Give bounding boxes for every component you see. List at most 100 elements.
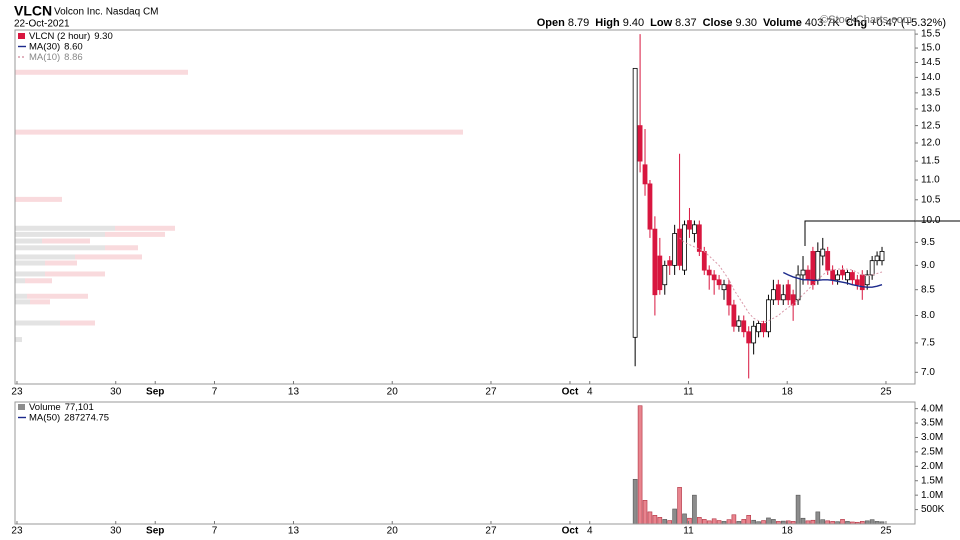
y-tick-label: 15.5 [921,29,941,40]
legend-entry: MA(10) 8.86 [29,52,83,63]
candle-body [820,248,826,257]
volume-bar [652,515,658,525]
y-tick-label: 8.5 [921,284,935,295]
volume-bar [746,515,752,525]
legend-swatch [18,33,25,39]
quote-value: +0.47 (+5.32%) [870,17,946,29]
x-tick-label: 25 [880,387,892,398]
watermark: ©StockCharts.com [820,14,912,26]
date: 22-Oct-2021 [14,19,70,30]
volume-bar [657,517,663,525]
volume-by-price-up [15,320,60,326]
candle-body [770,289,776,301]
candle-body [805,269,811,281]
x-tick-label: 30 [110,387,122,398]
candle-body [647,183,653,230]
volume-bar [692,494,697,525]
x-tick-label: 30 [110,526,122,537]
legend-name: VLCN (2 hour) [29,31,90,42]
y-tick-label: 7.0 [921,367,935,378]
x-tick-label: 11 [683,387,694,398]
y-tick-label: 3.5M [921,418,943,429]
y-tick-label: 8.0 [921,310,935,321]
volume-by-price-up [15,225,115,231]
volume-by-price-down [15,196,62,202]
candle-body [716,279,722,286]
x-tick-label: 27 [485,526,497,537]
candle-body [652,228,658,296]
legend-entry: Volume 77,101 [29,402,94,413]
candle-body [785,284,791,301]
quote-value: 8.79 [568,17,589,29]
legend-name: MA(10) [29,52,60,63]
volume-bar [667,520,673,525]
candle-body [879,251,885,262]
volume-bar [761,520,766,525]
y-tick-label: 500K [921,504,945,515]
volume-by-price-down [75,254,142,260]
volume-bar [637,405,643,525]
legend-value: 8.86 [64,52,83,63]
x-tick-label: Oct [562,387,579,398]
candle-body [677,228,682,266]
candle-body [780,294,786,301]
y-tick-label: 12.0 [921,138,941,149]
volume-by-price-down [105,231,165,237]
y-tick-label: 14.5 [921,57,941,68]
x-tick-label: 13 [288,526,300,537]
y-tick-label: 3.0M [921,432,943,443]
volume-by-price-up [15,245,105,251]
volume-bar [869,519,875,525]
volume-bar [795,494,801,525]
candle-body [766,299,771,333]
moving-average [782,271,883,288]
volume-bar [771,519,776,525]
y-tick-label: 4.0M [921,403,943,414]
volume-bar [800,517,806,525]
candle-body [830,269,836,281]
volume-by-price-down [15,69,188,75]
annotation-line [804,220,960,246]
price-frame [14,29,916,385]
candle-body [642,164,648,185]
candle-body [726,284,732,306]
quote-line: Open 8.79 High 9.40 Low 8.37 Close 9.30 Volume 40… [537,17,946,29]
legend-name: Volume [29,402,61,413]
candle-body [864,274,870,286]
candle-body [840,269,845,276]
y-tick-label: 10.0 [921,215,941,226]
y-tick-label: 10.5 [921,194,941,205]
volume-by-price-up [15,293,27,299]
candle-body [721,284,727,291]
candle-body [632,67,638,338]
legend-value: 77,101 [65,402,94,413]
candle-body [874,255,880,262]
candle-body [657,255,663,291]
candle-body [706,269,712,276]
candle-body [741,320,747,333]
quote-value: 403.7K [805,17,841,29]
quote-value: 9.30 [736,17,757,29]
volume-by-price-down [27,293,88,299]
volume-by-price-down [25,278,52,284]
volume-bar [682,513,687,525]
candle-body [775,284,781,301]
x-tick-label: 11 [683,526,694,537]
candle-body [756,323,761,333]
volume-by-price-up [15,238,42,244]
y-tick-label: 12.5 [921,120,941,131]
volume-bar [677,487,682,525]
volume-bar [701,519,707,525]
candle-body [751,325,757,344]
y-tick-label: 13.5 [921,88,941,99]
y-tick-label: 15.0 [921,43,941,54]
candle-body [696,224,702,252]
legend-name: MA(30) [29,41,60,52]
x-tick-label: 23 [11,387,23,398]
x-tick-label: 13 [288,387,300,398]
candle-body [790,294,796,306]
candle-body [854,279,860,286]
x-tick-label: Oct [562,526,579,537]
